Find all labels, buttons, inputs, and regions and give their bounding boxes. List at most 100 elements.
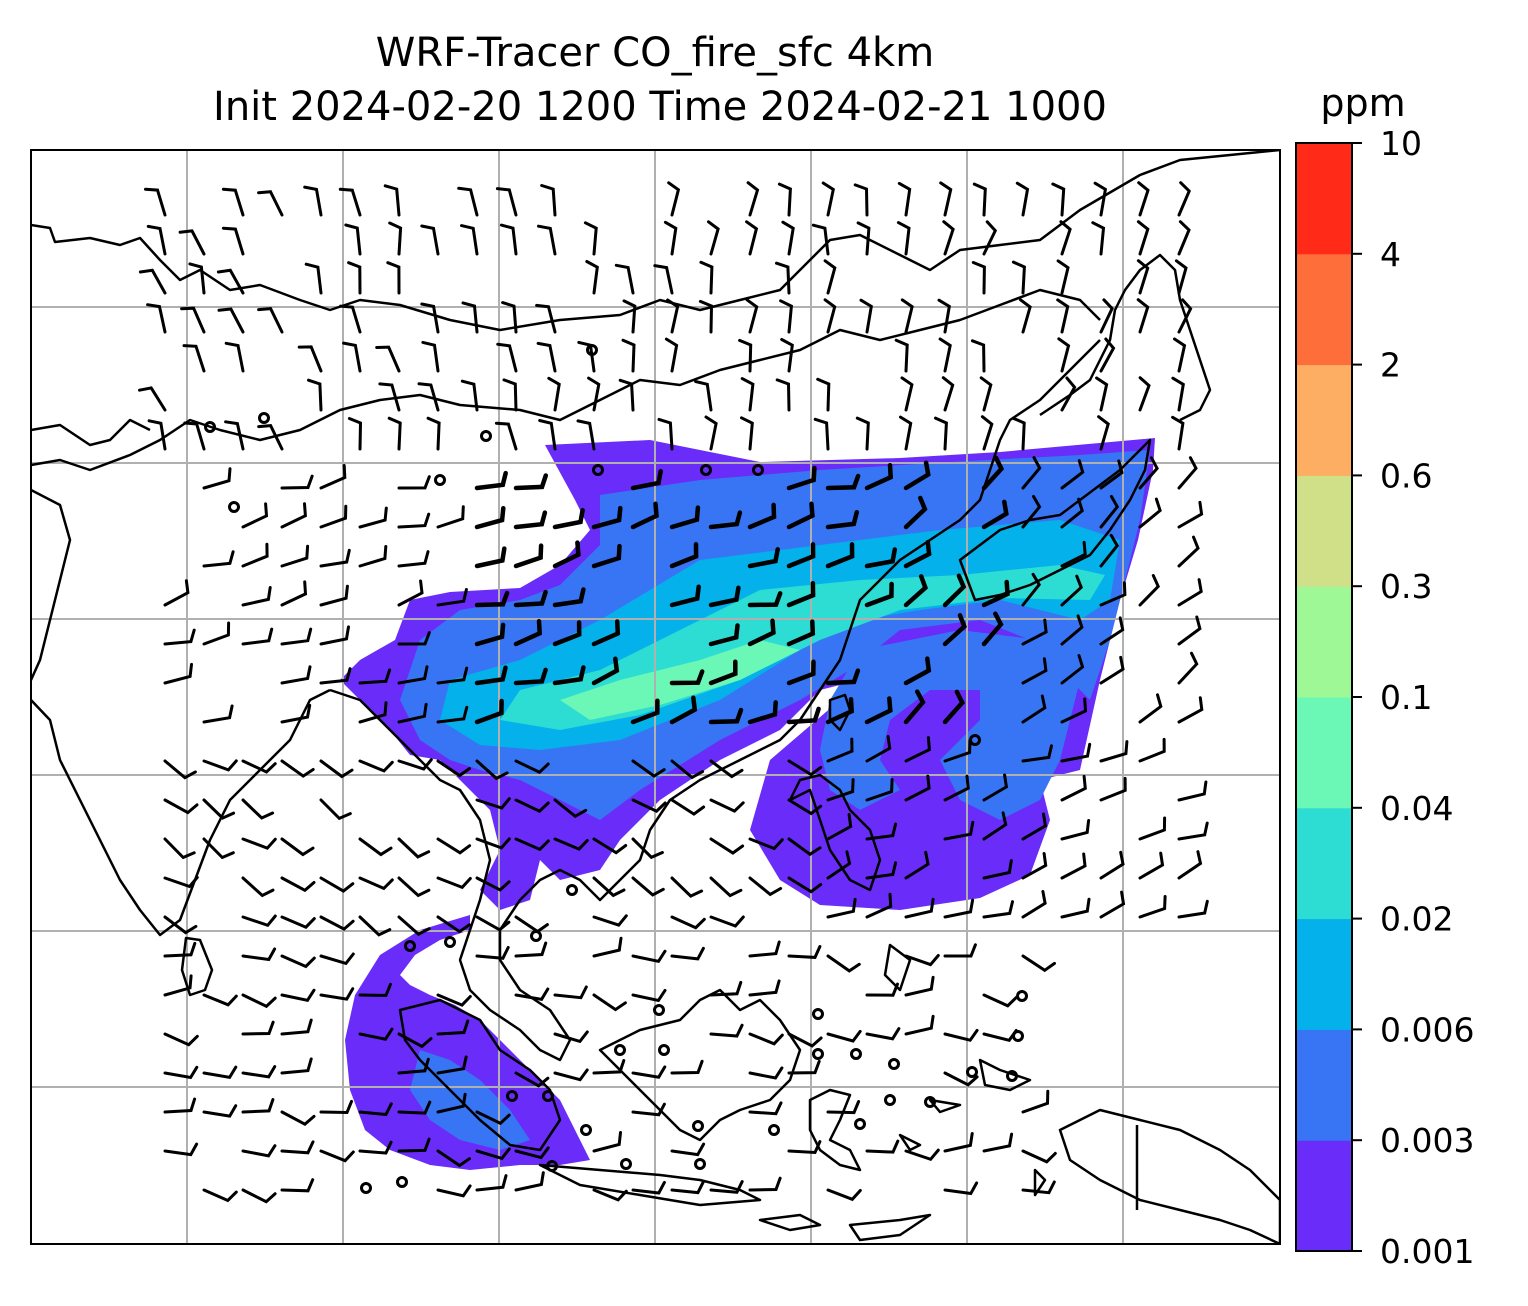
wind-barb <box>436 915 471 934</box>
wind-barb <box>787 837 822 857</box>
wind-barb <box>280 703 312 724</box>
wind-barb <box>698 299 714 334</box>
wind-barb <box>436 876 472 890</box>
wind-barb-calm <box>404 940 416 952</box>
wind-barb <box>202 993 238 1007</box>
wind-barb <box>397 1100 432 1115</box>
wind-barb <box>397 512 431 529</box>
wind-barb <box>981 611 1004 647</box>
wind-barb <box>1099 655 1125 685</box>
wind-barb <box>386 261 401 295</box>
wind-barb <box>1056 298 1070 334</box>
wind-barb <box>781 220 795 256</box>
wind-barb <box>1099 337 1116 373</box>
wind-barb <box>823 298 837 334</box>
wind-barb <box>1177 651 1199 685</box>
wind-barb-calm <box>1006 1070 1018 1082</box>
wind-barb <box>474 590 510 608</box>
wind-barb <box>591 619 621 647</box>
wind-barb <box>387 416 402 451</box>
wind-barb-calm <box>592 464 604 476</box>
wind-barb <box>1060 897 1091 919</box>
wind-barb <box>163 941 197 958</box>
wind-barb <box>319 548 351 568</box>
wind-barb <box>942 220 955 256</box>
wind-barb <box>748 979 781 997</box>
wind-barb <box>981 455 1005 491</box>
wind-barb <box>631 1180 666 1195</box>
wind-barb <box>280 837 315 857</box>
wind-barb <box>777 182 792 217</box>
wind-barb <box>747 547 780 569</box>
wind-barb <box>1171 415 1185 451</box>
wind-barb <box>1060 376 1077 412</box>
colorbar-segment <box>1296 475 1352 587</box>
wind-barb <box>552 620 582 647</box>
wind-barb <box>1021 694 1047 724</box>
wind-barb <box>474 665 508 686</box>
wind-barb <box>280 1057 313 1075</box>
wind-barb <box>865 1027 901 1041</box>
wind-barb <box>1021 890 1047 919</box>
colorbar-label: ppm <box>1320 81 1405 125</box>
wind-barb <box>865 822 898 841</box>
colorbar-tick-label: 0.001 <box>1380 1232 1474 1271</box>
wind-barb <box>786 706 821 725</box>
wind-barb <box>163 915 198 935</box>
wind-barb <box>1021 954 1056 973</box>
wind-barb <box>982 1132 1014 1153</box>
wind-barb <box>811 223 830 256</box>
wind-barb <box>436 505 465 529</box>
wind-barb <box>1136 259 1150 295</box>
wind-barb <box>1171 376 1185 412</box>
wind-barb <box>552 587 586 608</box>
wind-barb <box>900 376 914 412</box>
wind-barb <box>495 187 518 217</box>
wind-barb <box>183 421 206 451</box>
wind-barb-calm <box>854 1118 866 1130</box>
wind-barb <box>280 580 308 607</box>
colorbar-tick-label: 0.04 <box>1380 789 1453 828</box>
wind-barb <box>241 1144 277 1158</box>
wind-barb <box>1011 416 1026 451</box>
wind-barb <box>1097 415 1110 451</box>
wind-barb <box>670 759 705 780</box>
wind-barb <box>939 181 953 217</box>
wind-barb <box>146 224 167 256</box>
wind-barb <box>436 1092 467 1114</box>
wind-barb <box>397 475 431 490</box>
wind-barb <box>319 759 354 779</box>
wind-barb <box>241 1020 275 1036</box>
wind-barb <box>1021 1089 1050 1114</box>
wind-barb <box>474 505 506 530</box>
wind-barb <box>972 182 987 217</box>
wind-barb <box>358 1102 393 1117</box>
wind-barb <box>587 376 601 412</box>
wind-barb <box>513 589 548 608</box>
wind-barb <box>307 378 323 412</box>
wind-barb <box>280 1018 313 1036</box>
wind-barb <box>943 1132 974 1153</box>
wind-barb <box>163 579 190 607</box>
wind-barb <box>663 220 678 256</box>
wind-barb <box>699 260 714 295</box>
wind-barb <box>499 223 518 256</box>
wind-barb <box>825 509 860 530</box>
wind-barb <box>740 416 754 451</box>
wind-barb <box>202 704 234 724</box>
wind-barb <box>513 473 549 491</box>
wind-barb <box>630 468 663 491</box>
wind-barb <box>347 261 362 295</box>
wind-barb <box>552 507 585 530</box>
wind-barb <box>552 665 586 686</box>
wind-barb <box>1051 182 1066 217</box>
wind-barb <box>241 1188 277 1204</box>
wind-barb <box>1177 780 1208 802</box>
wind-barb <box>859 298 873 334</box>
colorbar: 0.001 0.003 0.006 0.02 0.04 0.1 0.3 0.6 2 4 10 <box>1295 124 1474 1271</box>
wind-barb <box>202 1188 238 1203</box>
wind-barb <box>707 220 720 256</box>
wind-barb <box>163 759 197 780</box>
wind-barb <box>514 941 548 958</box>
wind-barb <box>1138 574 1160 607</box>
